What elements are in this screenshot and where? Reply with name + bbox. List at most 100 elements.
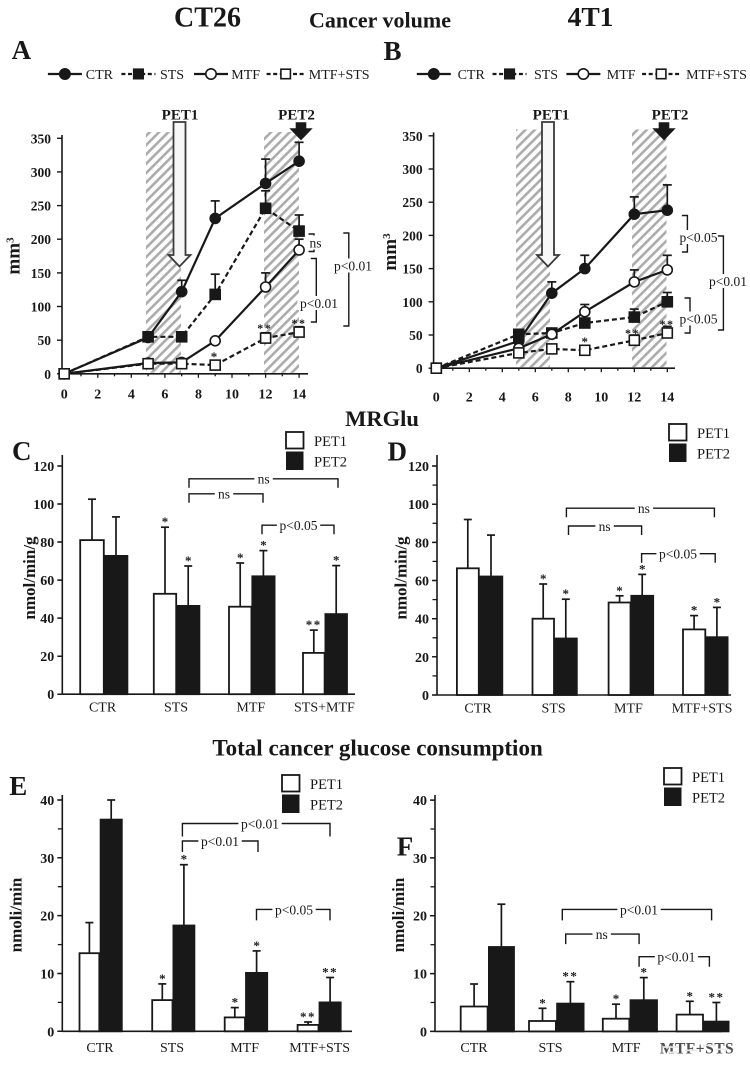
svg-text:PET1: PET1 [533, 108, 570, 124]
svg-text:300: 300 [402, 162, 423, 177]
svg-text:STS: STS [538, 1041, 562, 1056]
svg-text:**: ** [257, 321, 272, 335]
svg-text:10: 10 [413, 968, 427, 983]
svg-text:PET2: PET2 [278, 108, 315, 124]
svg-text:*: * [159, 971, 166, 986]
svg-text:350: 350 [402, 129, 423, 144]
svg-text:40: 40 [413, 794, 427, 809]
svg-text:p<0.05: p<0.05 [659, 547, 697, 562]
svg-text:0: 0 [61, 387, 68, 402]
svg-text:*: * [613, 991, 620, 1006]
svg-text:PET1: PET1 [310, 777, 343, 793]
svg-text:**: ** [562, 969, 578, 984]
svg-text:F: F [397, 832, 414, 862]
svg-text:MTF: MTF [607, 68, 636, 83]
svg-text:PET1: PET1 [697, 426, 730, 442]
svg-text:p<0.01: p<0.01 [620, 902, 658, 917]
svg-text:ns: ns [309, 235, 321, 250]
svg-text:250: 250 [402, 195, 423, 210]
svg-text:6: 6 [532, 391, 539, 406]
svg-text:100: 100 [402, 295, 423, 310]
svg-text:150: 150 [31, 266, 52, 281]
svg-text:PET2: PET2 [314, 455, 347, 471]
svg-text:100: 100 [33, 498, 54, 513]
svg-text:14: 14 [660, 391, 674, 406]
svg-text:6: 6 [161, 387, 168, 402]
svg-text:MTF: MTF [231, 68, 260, 83]
svg-text:0: 0 [433, 391, 440, 406]
svg-text:20: 20 [413, 910, 427, 925]
svg-text:PET2: PET2 [692, 791, 725, 807]
svg-text:CTR: CTR [460, 1041, 488, 1056]
svg-text:10: 10 [594, 391, 608, 406]
svg-text:100: 100 [408, 498, 429, 513]
svg-text:0: 0 [47, 688, 54, 703]
svg-text:12: 12 [259, 387, 273, 402]
svg-text:nmoli/min: nmoli/min [389, 877, 408, 952]
svg-text:8: 8 [195, 387, 202, 402]
svg-text:**: ** [660, 317, 675, 331]
svg-text:p<0.01: p<0.01 [657, 950, 695, 965]
svg-text:Total cancer glucose consumpti: Total cancer glucose consumption [212, 736, 543, 761]
svg-text:p<0.01: p<0.01 [241, 816, 279, 831]
svg-text:8: 8 [565, 391, 572, 406]
svg-text:STS+MTF: STS+MTF [294, 701, 355, 716]
svg-text:MRGlu: MRGlu [345, 406, 419, 431]
svg-text:80: 80 [40, 536, 54, 551]
svg-text:20: 20 [415, 651, 429, 666]
svg-text:MTF: MTF [614, 702, 643, 717]
svg-text:ns: ns [218, 487, 230, 502]
svg-text:*: * [616, 583, 623, 598]
svg-text:**: ** [306, 617, 322, 632]
svg-text:100: 100 [31, 300, 52, 315]
svg-text:40: 40 [415, 613, 429, 628]
svg-text:*: * [181, 852, 188, 867]
svg-text:ns: ns [599, 519, 611, 534]
svg-text:STS: STS [164, 701, 188, 716]
svg-text:E: E [9, 771, 27, 801]
svg-text:*: * [185, 553, 192, 568]
svg-text:*: * [714, 594, 721, 609]
svg-text:10: 10 [40, 967, 54, 982]
svg-text:PET2: PET2 [697, 447, 730, 463]
svg-text:*: * [691, 603, 698, 618]
svg-text:0: 0 [420, 1025, 427, 1040]
svg-text:CTR: CTR [89, 701, 117, 716]
svg-text:200: 200 [31, 232, 52, 247]
svg-text:p<0.05: p<0.05 [680, 311, 718, 326]
svg-text:PET1: PET1 [692, 770, 725, 786]
svg-text:p<0.01: p<0.01 [201, 834, 239, 849]
svg-text:0: 0 [422, 689, 429, 704]
svg-text:120: 120 [33, 460, 54, 475]
svg-text:Cancer volume: Cancer volume [309, 8, 451, 33]
svg-text:*: * [211, 349, 218, 364]
svg-text:CTR: CTR [86, 1041, 114, 1056]
svg-text:C: C [12, 436, 32, 466]
svg-text:*: * [232, 995, 239, 1010]
svg-text:nmol/min/g: nmol/min/g [392, 536, 411, 620]
svg-text:p<0.01: p<0.01 [334, 258, 372, 273]
svg-text:300: 300 [31, 165, 52, 180]
svg-text:12: 12 [627, 391, 641, 406]
svg-text:p<0.05: p<0.05 [275, 902, 313, 917]
svg-text:*: * [563, 586, 570, 601]
svg-text:ns: ns [638, 501, 650, 516]
svg-text:p<0.05: p<0.05 [280, 518, 318, 533]
svg-text:10: 10 [225, 387, 239, 402]
svg-text:60: 60 [40, 574, 54, 589]
svg-text:*: * [540, 571, 547, 586]
svg-text:0: 0 [44, 367, 51, 382]
svg-text:0: 0 [416, 361, 423, 376]
svg-text:50: 50 [409, 328, 423, 343]
svg-text:CTR: CTR [458, 68, 486, 83]
svg-text:ns: ns [596, 927, 608, 942]
svg-text:4: 4 [128, 387, 135, 402]
svg-text:mm3: mm3 [380, 233, 401, 271]
svg-text:30: 30 [40, 852, 54, 867]
svg-text:4T1: 4T1 [568, 1, 614, 32]
svg-text:MTF+STS: MTF+STS [672, 702, 733, 717]
svg-text:MTF+STS: MTF+STS [289, 1041, 350, 1056]
svg-text:*: * [237, 550, 244, 565]
svg-text:PET2: PET2 [652, 108, 689, 124]
svg-text:nmol/min/g: nmol/min/g [20, 536, 39, 620]
